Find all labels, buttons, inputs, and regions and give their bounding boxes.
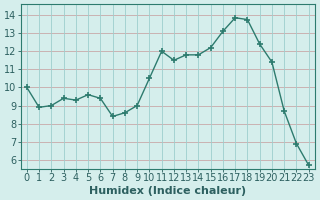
X-axis label: Humidex (Indice chaleur): Humidex (Indice chaleur) <box>89 186 246 196</box>
